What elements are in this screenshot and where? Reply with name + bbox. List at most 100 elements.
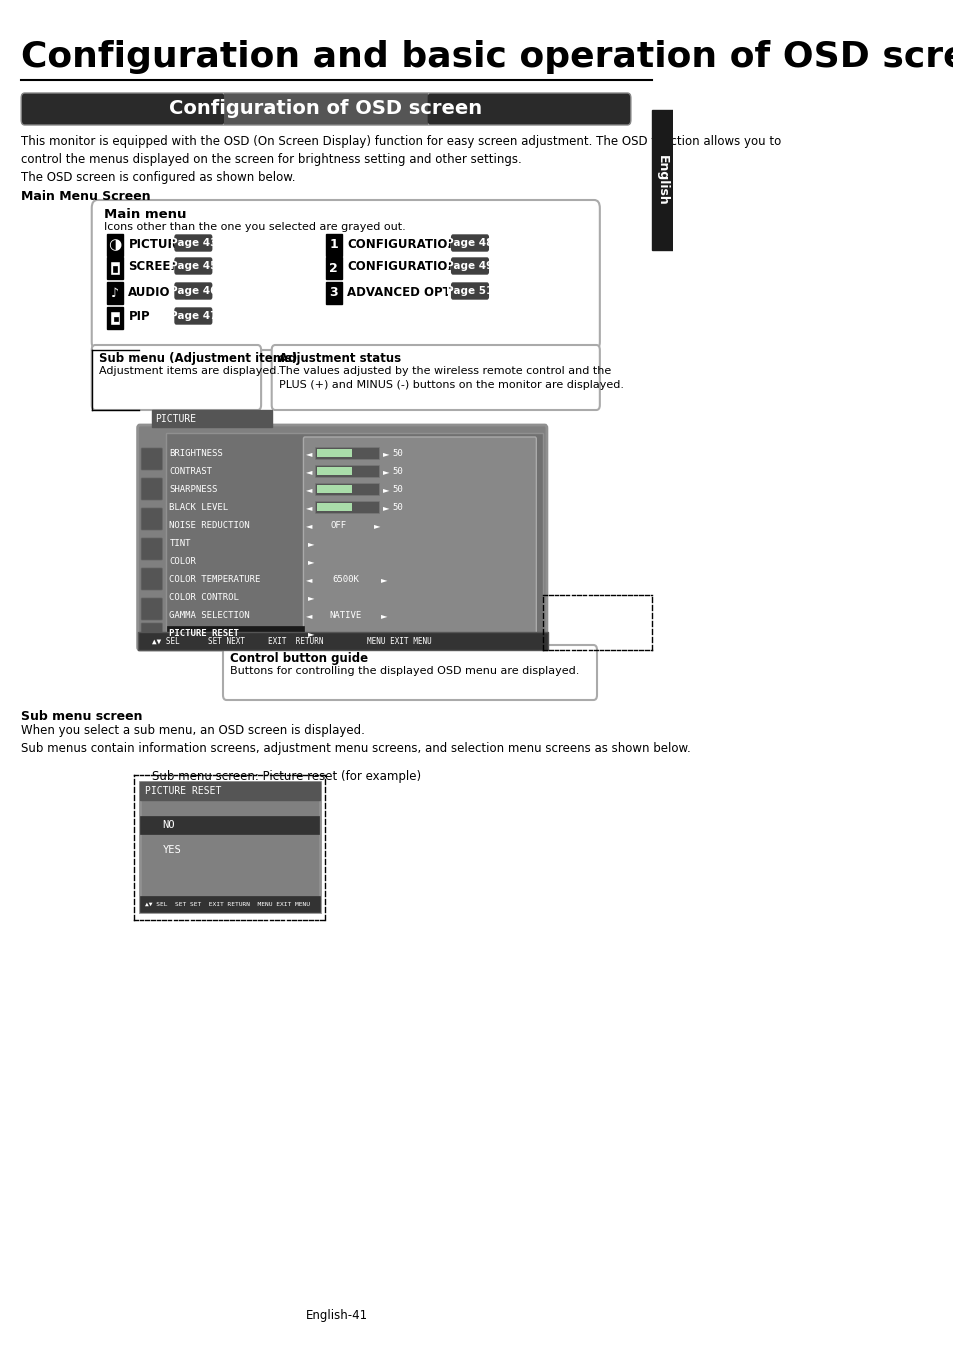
Text: Icons other than the one you selected are grayed out.: Icons other than the one you selected ar… <box>104 221 406 232</box>
Text: 50: 50 <box>392 450 403 459</box>
Text: 6500K: 6500K <box>332 575 359 585</box>
Text: COLOR CONTROL: COLOR CONTROL <box>170 594 239 602</box>
Text: TINT: TINT <box>170 540 191 548</box>
Text: ►: ► <box>308 594 314 602</box>
Bar <box>110 310 120 325</box>
Bar <box>316 504 352 512</box>
Bar <box>138 632 547 649</box>
Text: CONFIGURATION1: CONFIGURATION1 <box>347 238 465 251</box>
Text: COLOR: COLOR <box>170 558 196 567</box>
Text: SHARPNESS: SHARPNESS <box>170 486 217 494</box>
Text: BLACK LEVEL: BLACK LEVEL <box>170 504 229 513</box>
Bar <box>316 467 352 475</box>
FancyBboxPatch shape <box>174 284 212 298</box>
FancyBboxPatch shape <box>141 508 162 531</box>
Text: 50: 50 <box>392 467 403 477</box>
Text: YES: YES <box>162 845 181 855</box>
FancyBboxPatch shape <box>174 235 212 251</box>
Text: MENU EXIT MENU: MENU EXIT MENU <box>367 636 432 645</box>
Text: ♪: ♪ <box>111 286 119 300</box>
Text: ►: ► <box>382 504 389 513</box>
Bar <box>315 501 378 513</box>
Text: ►: ► <box>374 521 380 531</box>
Text: Configuration and basic operation of OSD screen: Configuration and basic operation of OSD… <box>21 40 953 74</box>
Text: NO: NO <box>162 819 174 830</box>
Text: CONFIGURATION2: CONFIGURATION2 <box>347 261 465 274</box>
Text: ◄: ◄ <box>305 575 312 585</box>
Text: COLOR TEMPERATURE: COLOR TEMPERATURE <box>170 575 260 585</box>
FancyBboxPatch shape <box>303 437 536 647</box>
Text: ◄: ◄ <box>305 521 312 531</box>
Text: Page 48: Page 48 <box>446 238 493 248</box>
Text: Control button guide: Control button guide <box>230 652 368 666</box>
Bar <box>315 447 378 459</box>
Text: OFF: OFF <box>331 521 347 531</box>
Bar <box>166 433 543 648</box>
Text: Page 46: Page 46 <box>170 286 217 296</box>
Text: Page 47: Page 47 <box>170 310 217 321</box>
Text: 50: 50 <box>392 504 403 513</box>
FancyBboxPatch shape <box>141 448 162 470</box>
Bar <box>315 464 378 477</box>
Bar <box>114 317 118 321</box>
Text: ►: ► <box>382 450 389 459</box>
Text: PIP: PIP <box>129 310 150 324</box>
Bar <box>139 896 319 913</box>
Text: PICTURE: PICTURE <box>155 414 196 424</box>
FancyBboxPatch shape <box>451 284 488 298</box>
Text: EXIT  RETURN: EXIT RETURN <box>268 636 323 645</box>
Bar <box>326 282 341 304</box>
FancyBboxPatch shape <box>141 568 162 590</box>
Text: 2: 2 <box>329 262 337 274</box>
Text: NATIVE: NATIVE <box>330 612 361 621</box>
Text: Page 51: Page 51 <box>446 286 493 296</box>
Text: Sub menu (Adjustment items): Sub menu (Adjustment items) <box>99 352 296 365</box>
Bar <box>316 485 352 493</box>
Text: NOISE REDUCTION: NOISE REDUCTION <box>170 521 250 531</box>
Bar <box>107 256 123 279</box>
FancyBboxPatch shape <box>141 598 162 620</box>
FancyBboxPatch shape <box>272 346 599 410</box>
Text: ◑: ◑ <box>109 238 122 252</box>
Text: ◄: ◄ <box>305 467 312 477</box>
Text: 1: 1 <box>329 239 337 251</box>
Text: ◄: ◄ <box>305 612 312 621</box>
Text: SCREEN: SCREEN <box>129 261 181 274</box>
Text: ▲▼ SEL: ▲▼ SEL <box>152 636 179 645</box>
Text: ▲▼ SEL  SET SET  EXIT RETURN  MENU EXIT MENU: ▲▼ SEL SET SET EXIT RETURN MENU EXIT MEN… <box>145 902 310 906</box>
Bar <box>112 266 117 271</box>
Text: GAMMA SELECTION: GAMMA SELECTION <box>170 612 250 621</box>
Bar <box>316 450 352 458</box>
Bar <box>107 234 123 256</box>
Text: This monitor is equipped with the OSD (On Screen Display) function for easy scre: This monitor is equipped with the OSD (O… <box>21 135 781 184</box>
Text: ◄: ◄ <box>305 486 312 494</box>
Bar <box>139 782 319 801</box>
Text: ◄: ◄ <box>305 504 312 513</box>
FancyBboxPatch shape <box>174 308 212 324</box>
Text: ►: ► <box>308 629 314 639</box>
Text: Configuration of OSD screen: Configuration of OSD screen <box>170 100 482 119</box>
Text: Adjustment items are displayed.: Adjustment items are displayed. <box>99 366 279 377</box>
Bar <box>651 109 673 250</box>
Text: ADVANCED OPTION: ADVANCED OPTION <box>347 285 475 298</box>
Text: PICTURE: PICTURE <box>129 238 185 251</box>
Bar <box>326 256 341 279</box>
Bar <box>140 815 318 834</box>
Bar <box>107 306 123 329</box>
Text: Adjustment status: Adjustment status <box>278 352 400 365</box>
Text: 3: 3 <box>329 286 337 300</box>
Text: 50: 50 <box>392 486 403 494</box>
Bar <box>139 782 319 913</box>
Text: Page 49: Page 49 <box>446 261 493 271</box>
Text: PICTURE RESET: PICTURE RESET <box>145 786 221 796</box>
Text: ►: ► <box>308 558 314 567</box>
FancyBboxPatch shape <box>427 93 630 126</box>
Bar <box>107 282 123 304</box>
Text: SET NEXT: SET NEXT <box>208 636 245 645</box>
Text: ►: ► <box>382 486 389 494</box>
Bar <box>110 261 120 275</box>
Text: CONTRAST: CONTRAST <box>170 467 213 477</box>
FancyBboxPatch shape <box>141 478 162 500</box>
FancyBboxPatch shape <box>141 622 162 645</box>
Text: ►: ► <box>380 612 387 621</box>
